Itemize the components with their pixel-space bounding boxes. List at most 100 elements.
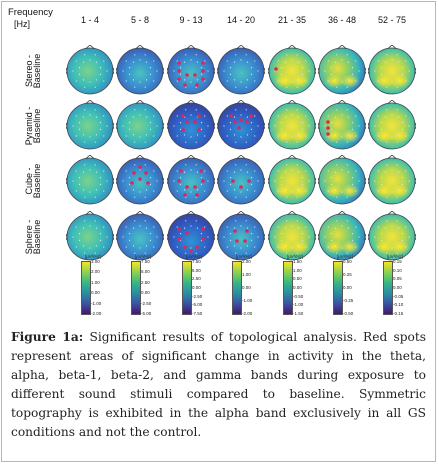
- electrode-dot: [284, 189, 287, 191]
- topomap-head: [66, 45, 114, 95]
- electrode-dot: [286, 86, 288, 88]
- electrode-dot: [196, 61, 199, 63]
- electrode-dot: [308, 70, 310, 72]
- electrode-dot: [132, 245, 135, 247]
- electrode-dot: [397, 116, 400, 118]
- electrode-dot: [327, 115, 329, 117]
- electrode-dot: [99, 239, 102, 241]
- electrode-dot: [346, 54, 348, 56]
- electrode-dot: [386, 109, 388, 111]
- electrode-dot: [330, 239, 333, 241]
- electrode-dot: [397, 61, 400, 63]
- electrode-dot: [250, 73, 253, 75]
- colorbar-tick: 2.50: [141, 279, 150, 285]
- electrode-dot: [153, 190, 155, 192]
- electrode-dot: [145, 134, 148, 136]
- electrode-dot: [233, 171, 236, 173]
- electrode-dot: [347, 116, 350, 118]
- electrode-dot: [291, 59, 293, 61]
- electrode-dot: [305, 246, 307, 248]
- electrode-dot: [195, 196, 197, 198]
- electrode-dot: [355, 115, 357, 117]
- electrode-dot: [284, 79, 287, 81]
- activation-blob: [274, 129, 294, 143]
- electrode-dot: [183, 134, 186, 136]
- electrode-dot: [301, 122, 304, 124]
- topomap-head: [268, 45, 316, 95]
- electrode-dot: [401, 239, 404, 241]
- scalp-map: [217, 102, 265, 150]
- electrode-dot: [324, 180, 326, 182]
- electrode-dot: [95, 61, 98, 63]
- colorbar-gradient: [283, 261, 293, 315]
- electrode-dot: [99, 73, 102, 75]
- electrode-dot: [78, 73, 81, 75]
- electrode-dot: [254, 226, 256, 228]
- electrode-dot: [226, 60, 228, 62]
- electrode-dot: [149, 122, 152, 124]
- electrode-dot: [89, 247, 91, 249]
- electrode-dot: [235, 220, 237, 222]
- scalp-map: [167, 47, 215, 95]
- electrode-dot: [99, 233, 102, 235]
- electrode-dot: [190, 225, 192, 227]
- electrode-dot: [377, 226, 379, 228]
- activation-blob: [374, 184, 394, 198]
- electrode-dot: [94, 86, 96, 88]
- colorbar: [μV²/Hz] 7.50 5.00 2.50 0.00 -2.50 -5.00 -7.50: [179, 254, 235, 320]
- activation-blob: [324, 184, 344, 198]
- electrode-dot: [128, 233, 131, 235]
- electrode-dot: [277, 190, 279, 192]
- electrode-dot: [190, 114, 192, 116]
- electrode-dot: [257, 180, 259, 182]
- electrode-dot: [396, 196, 398, 198]
- electrode-dot: [145, 189, 148, 191]
- electrode-dot: [341, 114, 343, 116]
- electrode-dot: [254, 115, 256, 117]
- electrode-dot: [200, 183, 203, 185]
- electrode-dot: [196, 134, 199, 136]
- electrode-dot: [179, 67, 182, 69]
- electrode-dot: [94, 141, 96, 143]
- significance-spot: [249, 114, 253, 118]
- electrode-dot: [139, 114, 141, 116]
- electrode-dot: [190, 191, 192, 193]
- significance-spot: [185, 231, 189, 235]
- colorbar-tick: -1.00: [91, 300, 102, 306]
- electrode-dot: [330, 67, 333, 69]
- electrode-dot: [200, 73, 203, 75]
- colorbar-tick: 1.00: [91, 279, 100, 285]
- electrode-dot: [408, 236, 410, 238]
- electrode-dot: [336, 109, 338, 111]
- electrode-dot: [95, 116, 98, 118]
- significance-spot: [326, 132, 330, 136]
- electrode-dot: [139, 59, 141, 61]
- electrode-dot: [301, 67, 304, 69]
- electrode-dot: [229, 128, 232, 130]
- electrode-dot: [94, 220, 96, 222]
- activation-blob: [374, 129, 394, 143]
- electrode-dot: [183, 79, 186, 81]
- electrode-dot: [245, 196, 247, 198]
- electrode-dot: [226, 170, 228, 172]
- electrode-dot: [149, 183, 152, 185]
- electrode-dot: [297, 61, 300, 63]
- electrode-dot: [144, 220, 146, 222]
- colorbar-tick: -2.00: [91, 311, 102, 316]
- electrode-dot: [277, 246, 279, 248]
- electrode-dot: [324, 70, 326, 72]
- electrode-dot: [125, 135, 127, 137]
- electrode-dot: [103, 170, 105, 172]
- scalp-map: [167, 157, 215, 205]
- electrode-dot: [226, 135, 228, 137]
- electrode-dot: [297, 134, 300, 136]
- electrode-dot: [132, 134, 135, 136]
- electrode-dot: [355, 135, 357, 137]
- electrode-dot: [235, 86, 237, 88]
- colorbar-unit: [μV²/Hz]: [336, 254, 354, 259]
- electrode-dot: [75, 170, 77, 172]
- electrode-dot: [327, 80, 329, 82]
- colorbar-tick: 0.15: [393, 259, 402, 264]
- significance-spot: [185, 120, 189, 124]
- electrode-dot: [330, 73, 333, 75]
